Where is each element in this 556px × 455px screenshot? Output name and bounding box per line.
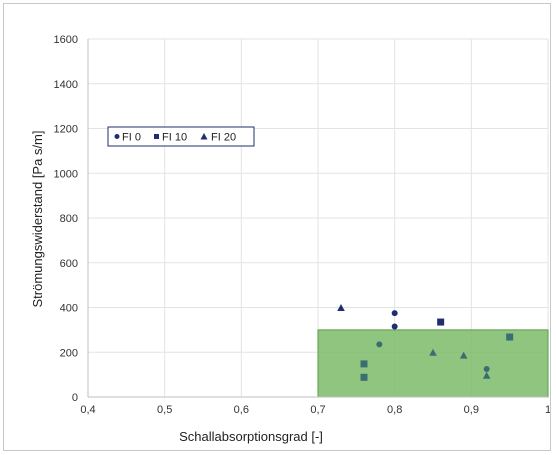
data-point-circle	[376, 341, 383, 348]
legend-item-fi-10: FI 10	[154, 132, 187, 144]
y-tick-label: 0	[72, 392, 78, 404]
y-tick-label: 1600	[54, 34, 78, 46]
y-tick-label: 1400	[54, 79, 78, 91]
legend-circle-marker	[114, 134, 120, 139]
data-point-triangle	[429, 348, 437, 356]
legend: FI 0 FI 10 FI 20	[107, 126, 255, 147]
legend-box	[107, 126, 255, 147]
x-tick-label: 0,6	[234, 404, 249, 416]
x-tick-label: 0,8	[387, 404, 402, 416]
target-region	[317, 329, 549, 398]
x-axis-title: Schallabsorptionsgrad [-]	[179, 429, 323, 444]
y-tick-label: 800	[60, 213, 78, 225]
x-tick-label: 0,5	[157, 404, 172, 416]
y-tick-label: 600	[60, 258, 78, 270]
x-tick-labels: 0,4 0,5 0,6 0,7 0,8 0,9 1	[80, 404, 551, 416]
data-point-square	[437, 318, 445, 326]
y-tick-label: 1200	[54, 124, 78, 136]
y-tick-label: 400	[60, 303, 78, 315]
legend-label-fi-0: FI 0	[122, 132, 141, 144]
data-point-triangle	[482, 371, 491, 379]
x-tick-label: 1	[545, 404, 550, 416]
x-tick-label: 0,7	[310, 404, 325, 416]
x-tick-label: 0,9	[464, 404, 479, 416]
data-point-square	[506, 333, 514, 341]
legend-item-fi-20: FI 20	[200, 132, 236, 144]
data-point-triangle	[337, 303, 345, 311]
y-axis-title: Strömungswiderstand [Pa s/m]	[30, 130, 45, 307]
data-point-circle	[391, 323, 398, 330]
data-points	[337, 303, 514, 381]
data-point-circle	[483, 366, 490, 373]
data-point-triangle	[459, 351, 468, 359]
legend-square-marker	[154, 134, 159, 139]
chart-frame: 0 200 400 600 800 1000 1200 1400 1600 0,4 0,5 0,6 0…	[3, 3, 551, 451]
y-tick-labels: 0 200 400 600 800 1000 1200 1400 1600	[54, 34, 78, 404]
legend-label-fi-10: FI 10	[162, 132, 187, 144]
y-tick-label: 1000	[54, 168, 78, 180]
axes	[87, 39, 548, 398]
legend-label-fi-20: FI 20	[211, 132, 236, 144]
data-point-square	[360, 360, 368, 368]
x-tick-label: 0,4	[80, 404, 95, 416]
data-point-circle	[391, 310, 398, 317]
legend-triangle-marker	[200, 133, 208, 140]
legend-item-fi-0: FI 0	[114, 132, 141, 144]
data-point-square	[360, 373, 368, 381]
target-region-rect	[317, 329, 549, 398]
y-tick-label: 200	[60, 347, 78, 359]
